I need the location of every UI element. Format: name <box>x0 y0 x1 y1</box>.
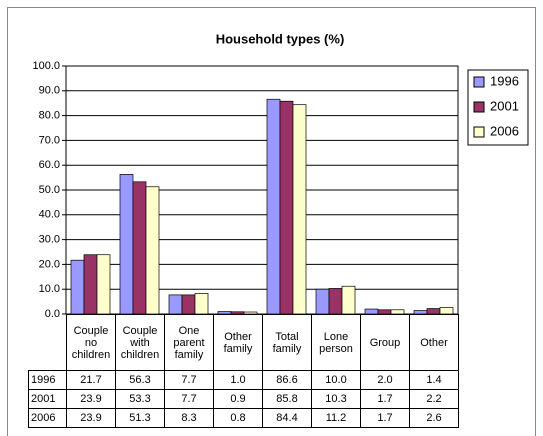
y-tick-label: 60.0 <box>39 159 60 171</box>
bar <box>266 98 281 315</box>
y-tick-label: 10.0 <box>39 283 60 295</box>
y-tick-label: 20.0 <box>39 258 60 270</box>
legend-swatch <box>473 101 485 113</box>
legend-label: 2001 <box>490 98 519 113</box>
bar <box>83 254 98 315</box>
table-value: 23.9 <box>66 389 116 409</box>
row-label: 1996 <box>28 370 67 390</box>
bar <box>292 104 307 315</box>
table-value: 23.9 <box>66 408 116 428</box>
table-value: 11.2 <box>311 408 361 428</box>
bar <box>119 174 134 315</box>
bar <box>279 100 294 315</box>
bar <box>328 288 343 315</box>
y-tick-label: 80.0 <box>39 110 60 122</box>
y-tick-label: 90.0 <box>39 85 60 97</box>
legend-swatch <box>473 126 485 138</box>
chart-title: Household types (%) <box>216 31 345 46</box>
category-label: One parent family <box>164 314 214 371</box>
category-label: Total family <box>262 314 312 371</box>
bar <box>168 294 183 315</box>
table-value: 56.3 <box>115 370 165 390</box>
table-value: 1.4 <box>409 370 459 390</box>
table-value: 10.3 <box>311 389 361 409</box>
legend-label: 2006 <box>490 123 519 138</box>
table-value: 85.8 <box>262 389 312 409</box>
y-tick-label: 100.0 <box>32 60 60 72</box>
bar <box>132 181 147 315</box>
y-tick-label: 40.0 <box>39 209 60 221</box>
table-value: 2.6 <box>409 408 459 428</box>
table-value: 7.7 <box>164 389 214 409</box>
row-label: 2001 <box>28 389 67 409</box>
y-tick-label: 50.0 <box>39 184 60 196</box>
table-value: 1.7 <box>360 389 410 409</box>
table-value: 1.0 <box>213 370 263 390</box>
bar <box>243 311 258 315</box>
bar <box>315 288 330 315</box>
row-label: 2006 <box>28 408 67 428</box>
bar <box>181 294 196 315</box>
legend-label: 1996 <box>490 73 519 88</box>
category-label: Group <box>360 314 410 371</box>
table-value: 2.2 <box>409 389 459 409</box>
bar <box>390 309 405 315</box>
y-tick-label: 70.0 <box>39 134 60 146</box>
bar <box>70 259 85 315</box>
table-value: 8.3 <box>164 408 214 428</box>
category-label: Other <box>409 314 459 371</box>
bar <box>96 254 111 315</box>
bar <box>194 293 209 315</box>
table-value: 21.7 <box>66 370 116 390</box>
table-value: 7.7 <box>164 370 214 390</box>
legend-swatch <box>473 76 485 88</box>
category-label: Couple with children <box>115 314 165 371</box>
table-value: 0.9 <box>213 389 263 409</box>
category-label: Other family <box>213 314 263 371</box>
bar <box>341 285 356 315</box>
category-label: Couple no children <box>66 314 116 371</box>
bar <box>145 186 160 315</box>
category-label: Lone person <box>311 314 361 371</box>
table-value: 1.7 <box>360 408 410 428</box>
y-tick-label: 30.0 <box>39 234 60 246</box>
table-value: 10.0 <box>311 370 361 390</box>
table-value: 53.3 <box>115 389 165 409</box>
y-tick-label: 0.0 <box>45 308 60 320</box>
table-value: 86.6 <box>262 370 312 390</box>
table-value: 0.8 <box>213 408 263 428</box>
table-value: 51.3 <box>115 408 165 428</box>
table-value: 84.4 <box>262 408 312 428</box>
table-value: 2.0 <box>360 370 410 390</box>
